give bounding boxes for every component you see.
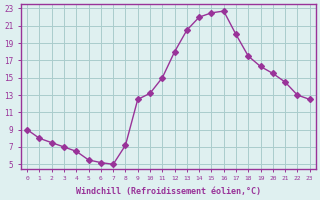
X-axis label: Windchill (Refroidissement éolien,°C): Windchill (Refroidissement éolien,°C) bbox=[76, 187, 261, 196]
